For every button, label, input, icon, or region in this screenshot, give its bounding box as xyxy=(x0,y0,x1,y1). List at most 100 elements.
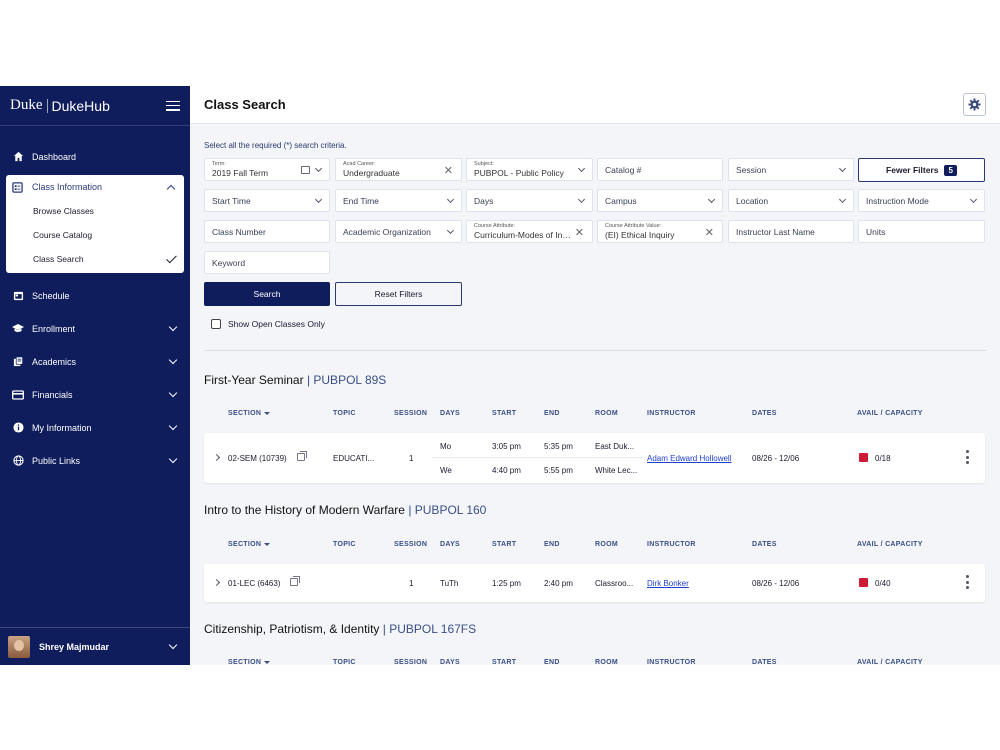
header: Class Search xyxy=(190,86,1000,124)
credit-card-icon xyxy=(12,389,24,401)
reset-filters-button[interactable]: Reset Filters xyxy=(335,282,462,306)
start-cell: 1:25 pm xyxy=(492,579,521,588)
sidebar-item-my-information[interactable]: My Information xyxy=(0,411,190,444)
units-input[interactable]: Units xyxy=(858,220,985,243)
term-label: Term: xyxy=(212,161,226,167)
term-select[interactable]: Term: 2019 Fall Term xyxy=(204,158,330,181)
sidebar-item-label: Schedule xyxy=(32,290,70,301)
column-header-section[interactable]: SECTION xyxy=(228,659,271,665)
start-cell: 4:40 pm xyxy=(492,466,521,475)
column-header-section[interactable]: SECTION xyxy=(228,541,271,548)
room-cell: East Duk... xyxy=(595,442,635,451)
instruction-mode-placeholder: Instruction Mode xyxy=(866,195,929,206)
search-button[interactable]: Search xyxy=(204,282,330,306)
column-header-session: SESSION xyxy=(394,659,428,665)
open-classes-only-option[interactable]: Show Open Classes Only xyxy=(211,319,325,329)
end-cell: 5:55 pm xyxy=(544,466,573,475)
units-placeholder: Units xyxy=(866,226,886,237)
sort-down-icon xyxy=(264,660,271,664)
column-header-days: DAYS xyxy=(440,541,461,548)
clear-icon[interactable]: ✕ xyxy=(704,227,714,239)
dates-cell: 08/26 - 12/06 xyxy=(752,579,800,588)
subject-select[interactable]: Subject: PUBPOL - Public Policy xyxy=(466,158,593,181)
course-attribute-label: Course Attribute: xyxy=(474,223,515,229)
section-cell: 02-SEM (10739) xyxy=(228,454,287,463)
user-menu[interactable]: Shrey Majmudar xyxy=(0,627,190,665)
clear-icon[interactable]: ✕ xyxy=(443,165,453,177)
more-options-icon[interactable] xyxy=(966,450,969,464)
chevron-right-icon[interactable] xyxy=(212,453,221,462)
instructor-link[interactable]: Adam Edward Hollowell xyxy=(647,454,732,463)
fewer-filters-button[interactable]: Fewer Filters 5 xyxy=(858,158,985,182)
instructor-last-name-input[interactable]: Instructor Last Name xyxy=(728,220,854,243)
chevron-down-icon xyxy=(314,164,323,173)
chevron-down-icon xyxy=(168,421,178,431)
academic-organization-select[interactable]: Academic Organization xyxy=(335,220,462,243)
class-number-input[interactable]: Class Number xyxy=(204,220,330,243)
days-cell: Mo xyxy=(440,442,452,451)
column-header-end: END xyxy=(544,659,560,665)
instruction-mode-select[interactable]: Instruction Mode xyxy=(858,189,985,212)
session-select[interactable]: Session xyxy=(728,158,854,181)
course-code: | PUBPOL 89S xyxy=(306,373,387,387)
sidebar-item-public-links[interactable]: Public Links xyxy=(0,444,190,477)
sidebar-item-class-information[interactable]: Class Information xyxy=(6,175,184,199)
sidebar: Duke DukeHub Dashboard Class Information xyxy=(0,86,190,665)
sidebar-item-schedule[interactable]: Schedule xyxy=(0,279,190,312)
column-header-section[interactable]: SECTION xyxy=(228,410,271,417)
column-header-days: DAYS xyxy=(440,659,461,665)
copy-icon[interactable] xyxy=(290,576,300,586)
acad-career-select[interactable]: Acad Career: Undergraduate ✕ xyxy=(335,158,462,181)
main-content: Class Search Select all the required (*)… xyxy=(190,86,1000,665)
open-classes-checkbox[interactable] xyxy=(211,319,221,329)
days-select[interactable]: Days xyxy=(466,189,593,212)
graduation-cap-icon xyxy=(12,323,24,335)
end-time-select[interactable]: End Time xyxy=(335,189,462,212)
catalog-number-input[interactable]: Catalog # xyxy=(597,158,723,181)
term-value: 2019 Fall Term xyxy=(212,168,269,178)
keyword-input[interactable]: Keyword xyxy=(204,251,330,274)
chevron-down-icon xyxy=(168,640,178,650)
chevron-right-icon[interactable] xyxy=(212,578,221,587)
start-time-placeholder: Start Time xyxy=(212,195,251,206)
sidebar-item-financials[interactable]: Financials xyxy=(0,378,190,411)
sidebar-item-academics[interactable]: Academics xyxy=(0,345,190,378)
table-row[interactable]: 01-LEC (6463) 1 TuTh 1:25 pm 2:40 pm Cla… xyxy=(204,564,985,602)
course-attribute-value-select[interactable]: Course Attribute Value: (EI) Ethical Inq… xyxy=(597,220,723,243)
home-icon xyxy=(12,151,24,163)
session-placeholder: Session xyxy=(736,164,767,175)
sidebar-item-label: My Information xyxy=(32,422,92,433)
campus-select[interactable]: Campus xyxy=(597,189,723,212)
instructor-link[interactable]: Dirk Bonker xyxy=(647,579,689,588)
more-options-icon[interactable] xyxy=(966,575,969,589)
sidebar-item-enrollment[interactable]: Enrollment xyxy=(0,312,190,345)
menu-icon[interactable] xyxy=(166,100,180,111)
sidebar-subitem-browse-classes[interactable]: Browse Classes xyxy=(33,206,94,216)
avatar xyxy=(8,635,30,658)
status-closed-icon xyxy=(859,578,868,587)
start-time-select[interactable]: Start Time xyxy=(204,189,330,212)
copy-icon[interactable] xyxy=(297,451,307,461)
sidebar-item-dashboard[interactable]: Dashboard xyxy=(0,140,190,173)
sidebar-item-label: Dashboard xyxy=(32,151,77,162)
status-closed-icon xyxy=(859,453,868,462)
location-select[interactable]: Location xyxy=(728,189,854,212)
days-cell: We xyxy=(440,466,452,475)
clear-icon[interactable]: ✕ xyxy=(574,227,584,239)
dukehub-logo[interactable]: Duke DukeHub xyxy=(10,97,110,114)
filter-count-badge: 5 xyxy=(944,164,957,176)
topic-cell: EDUCATI... xyxy=(333,454,375,463)
chevron-down-icon xyxy=(838,164,847,173)
column-header-avail: AVAIL / CAPACITY xyxy=(857,659,923,665)
fewer-filters-label: Fewer Filters xyxy=(886,165,939,175)
course-code: | PUBPOL 167FS xyxy=(382,622,477,636)
table-row[interactable]: 02-SEM (10739) EDUCATI... 1 Mo 3:05 pm 5… xyxy=(204,433,985,483)
sidebar-subitem-course-catalog[interactable]: Course Catalog xyxy=(33,230,93,240)
column-header-end: END xyxy=(544,541,560,548)
criteria-note: Select all the required (*) search crite… xyxy=(204,141,347,150)
column-header-topic: TOPIC xyxy=(333,541,356,548)
settings-button[interactable] xyxy=(963,93,986,116)
course-attribute-select[interactable]: Course Attribute: Curriculum-Modes of In… xyxy=(466,220,593,243)
column-header-session: SESSION xyxy=(394,410,428,417)
sidebar-subitem-class-search[interactable]: Class Search xyxy=(6,247,184,271)
